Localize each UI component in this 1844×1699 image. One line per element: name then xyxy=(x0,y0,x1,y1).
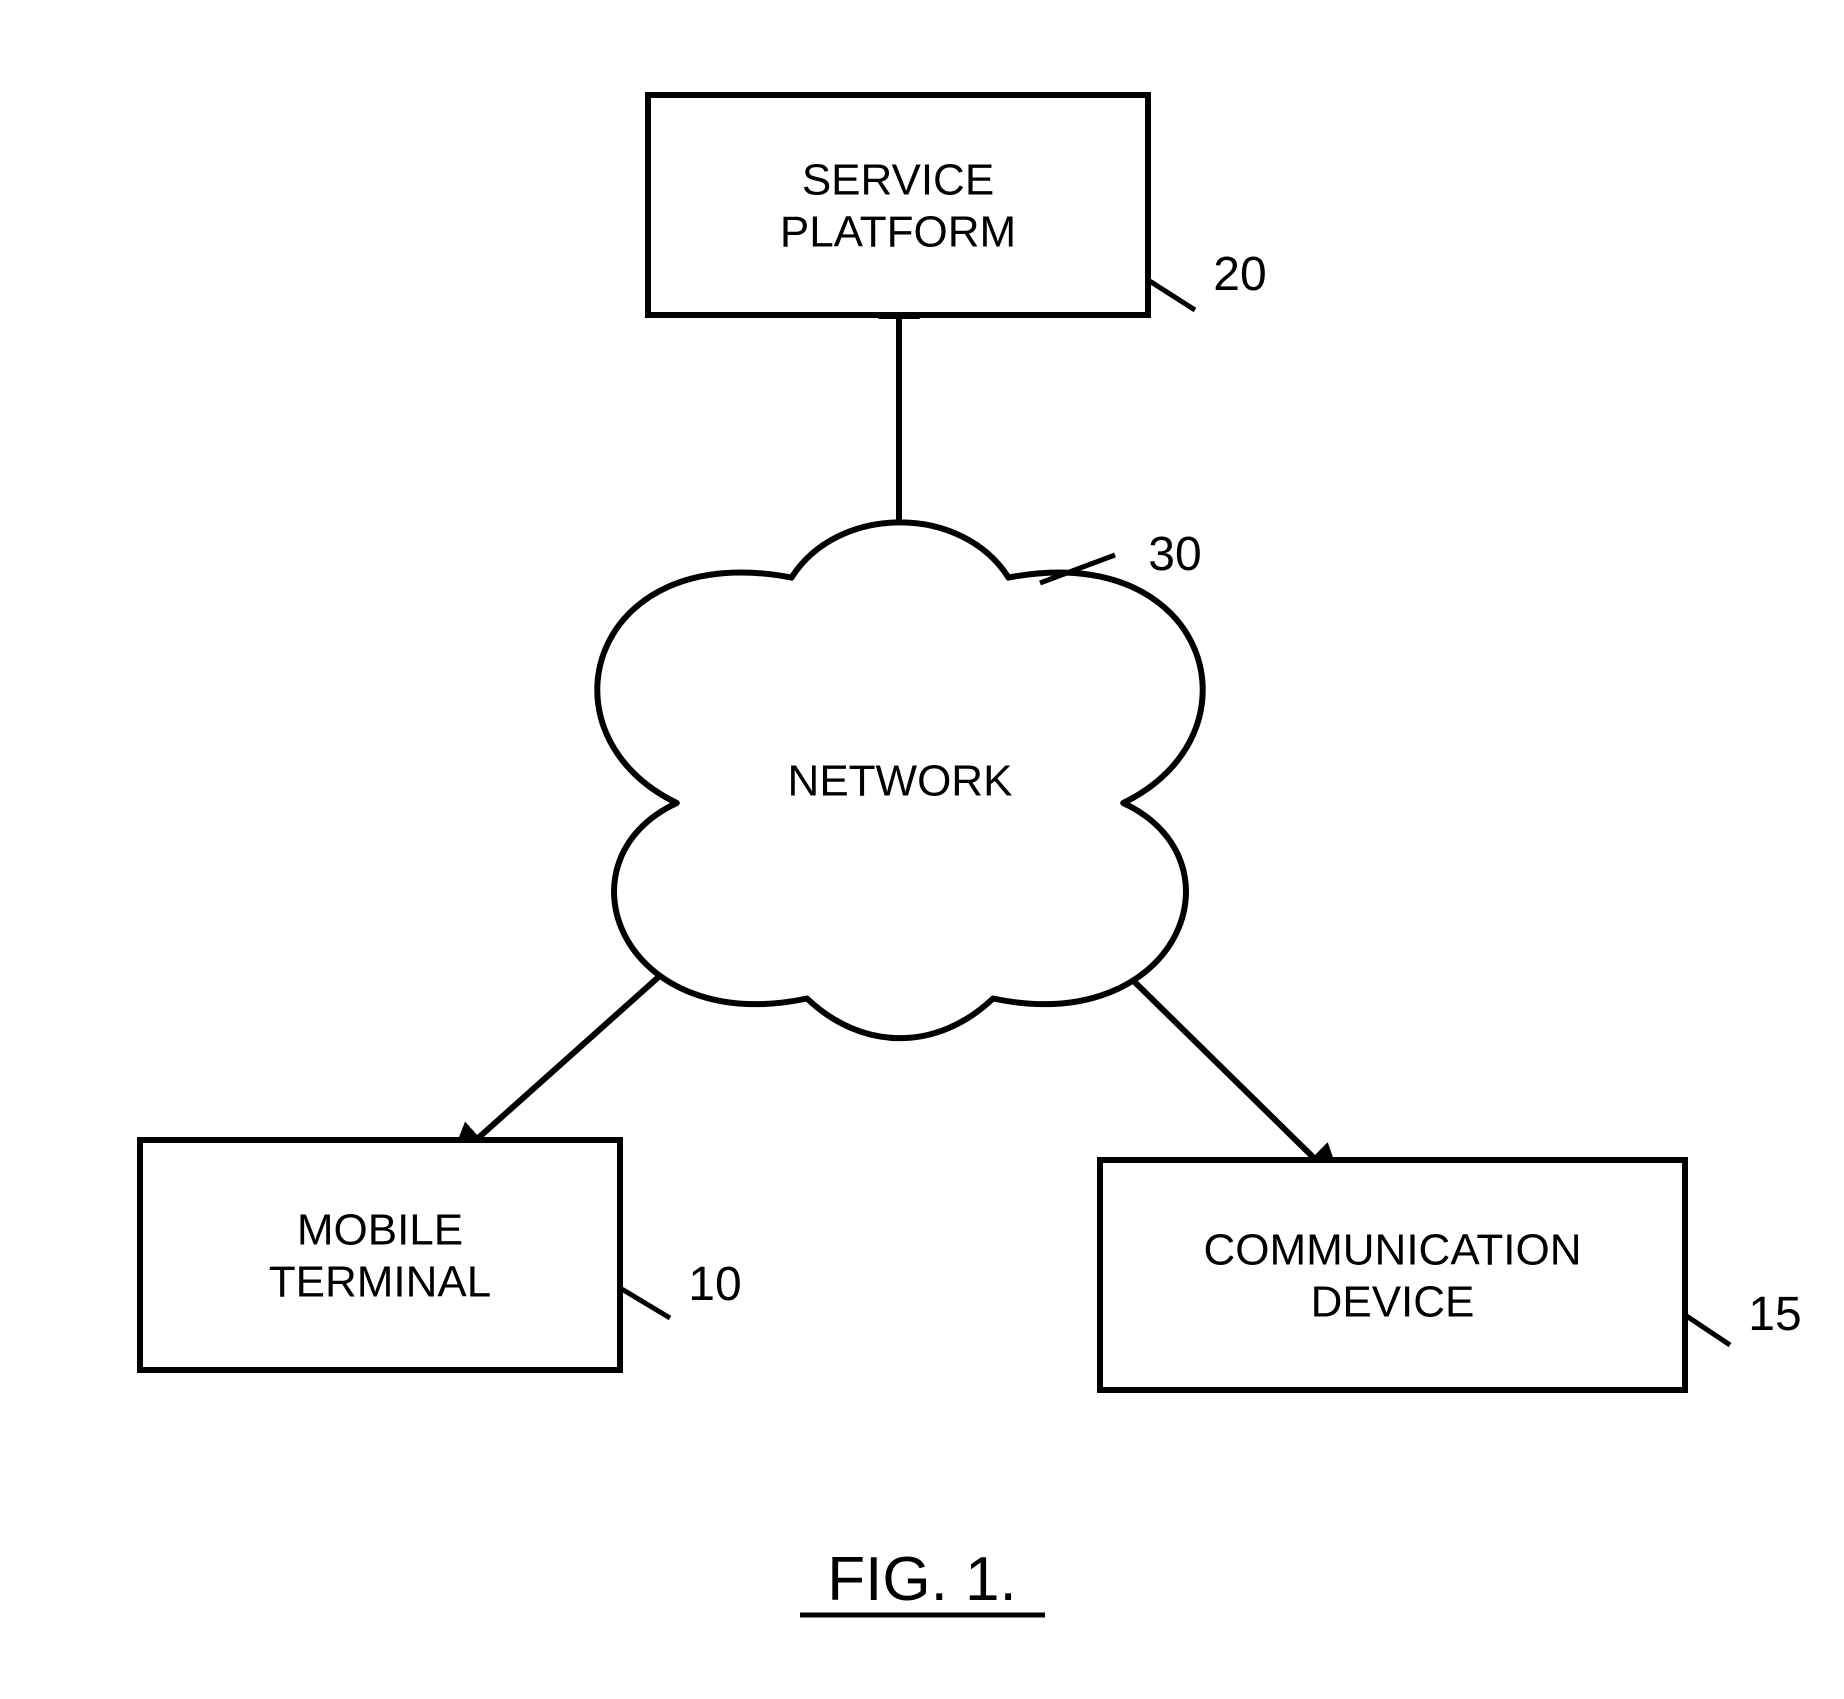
node-label: DEVICE xyxy=(1311,1277,1475,1326)
node-label: TERMINAL xyxy=(269,1257,491,1306)
ref-number: 15 xyxy=(1748,1288,1801,1341)
ref-leader xyxy=(1148,280,1195,310)
node-label: SERVICE xyxy=(802,155,994,204)
ref-leader xyxy=(620,1288,670,1318)
node-label: NETWORK xyxy=(788,756,1013,805)
figure-label: FIG. 1. xyxy=(827,1545,1016,1614)
node-label: PLATFORM xyxy=(780,207,1016,256)
node-label: COMMUNICATION xyxy=(1203,1225,1581,1274)
node-label: MOBILE xyxy=(297,1205,463,1254)
ref-number: 30 xyxy=(1148,528,1201,581)
ref-leader xyxy=(1685,1315,1730,1345)
ref-number: 20 xyxy=(1213,248,1266,301)
node-communication_device: COMMUNICATIONDEVICE 15 xyxy=(1100,1160,1802,1390)
node-mobile_terminal: MOBILETERMINAL 10 xyxy=(140,1140,742,1370)
node-service_platform: SERVICEPLATFORM 20 xyxy=(648,95,1267,315)
node-network: NETWORK 30 xyxy=(597,522,1202,1038)
ref-number: 10 xyxy=(688,1258,741,1311)
